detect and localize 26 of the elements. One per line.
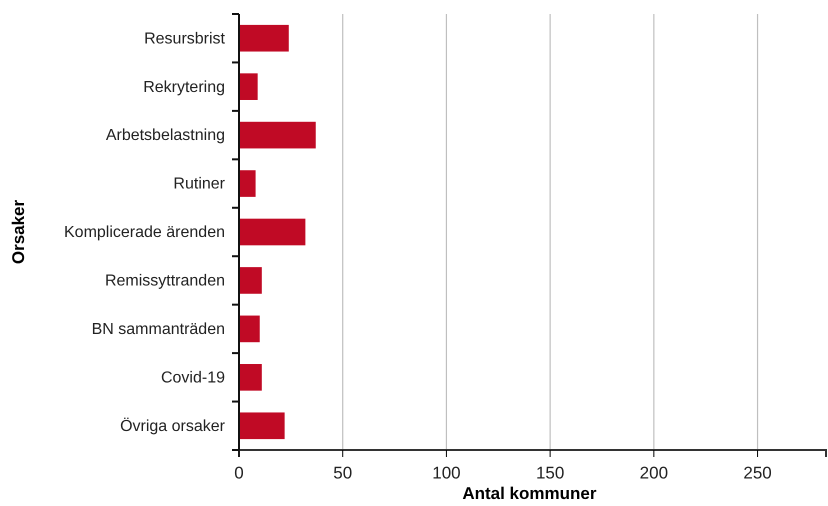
y-tick-label: Rekrytering	[143, 78, 225, 96]
x-tick-label: 250	[743, 464, 772, 483]
bar	[239, 122, 316, 148]
x-tick-label: 150	[536, 464, 564, 483]
bar	[239, 24, 289, 52]
y-tick-label: Rutiner	[173, 176, 226, 193]
bar	[239, 267, 262, 294]
bar	[239, 412, 285, 440]
y-tick-label: Resursbrist	[144, 30, 226, 48]
x-tick-label: 100	[432, 464, 461, 483]
y-tick-label: Covid-19	[160, 369, 226, 386]
bar	[239, 218, 306, 246]
y-tick-label: Övriga orsaker	[120, 416, 226, 435]
bar	[239, 316, 260, 342]
y-tick-label: BN sammanträden	[92, 321, 225, 338]
y-axis-title: Orsaker	[9, 199, 28, 264]
y-tick-label: Remissyttranden	[104, 272, 225, 290]
bar	[239, 170, 256, 197]
x-tick-label: 200	[640, 464, 668, 483]
y-tick-label: Arbetsbelastning	[106, 127, 225, 144]
x-tick-label: 50	[333, 464, 352, 483]
y-tick-label: Komplicerade ärenden	[64, 224, 225, 242]
bar	[239, 364, 262, 391]
x-axis-title: Antal kommuner	[462, 484, 597, 503]
bar	[239, 73, 258, 100]
x-tick-label: 0	[234, 464, 244, 483]
